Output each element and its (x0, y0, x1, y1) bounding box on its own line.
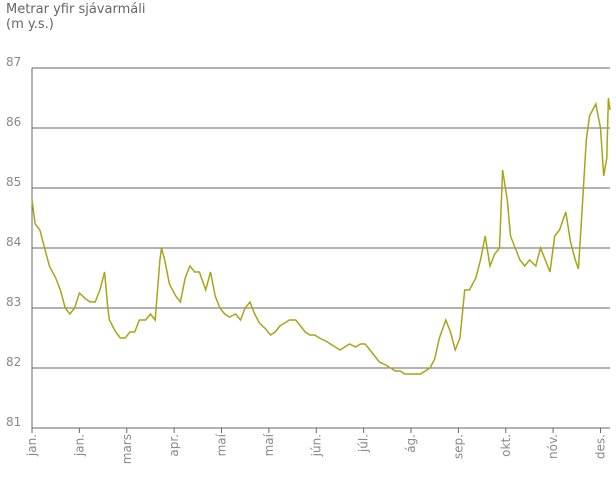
y-tick-label: 84 (6, 235, 21, 249)
y-axis-label: Metrar yfir sjávarmáli (6, 2, 145, 17)
x-tick-label: jún. (309, 434, 323, 457)
y-tick-label: 83 (6, 295, 21, 309)
x-tick-label: sep. (451, 434, 465, 459)
x-tick-label: júl. (357, 434, 371, 453)
x-tick-label: des. (594, 434, 608, 459)
x-tick-label: okt. (499, 434, 513, 457)
x-tick-label: maí (215, 433, 229, 456)
x-tick-label: apr. (167, 434, 181, 457)
y-tick-label: 86 (6, 115, 21, 129)
x-tick-label: maí (262, 433, 276, 456)
y-tick-label: 87 (6, 55, 21, 69)
y-tick-label: 81 (6, 415, 21, 429)
y-tick-label: 85 (6, 175, 21, 189)
x-tick-label: ág. (404, 434, 418, 453)
x-tick-label: jan. (25, 434, 39, 457)
y-axis-label: (m y.s.) (6, 17, 54, 32)
x-tick-label: nóv. (546, 434, 560, 459)
x-tick-label: jan. (72, 434, 86, 457)
x-tick-label: mars (120, 434, 134, 464)
y-tick-label: 82 (6, 355, 21, 369)
line (31, 97, 611, 375)
